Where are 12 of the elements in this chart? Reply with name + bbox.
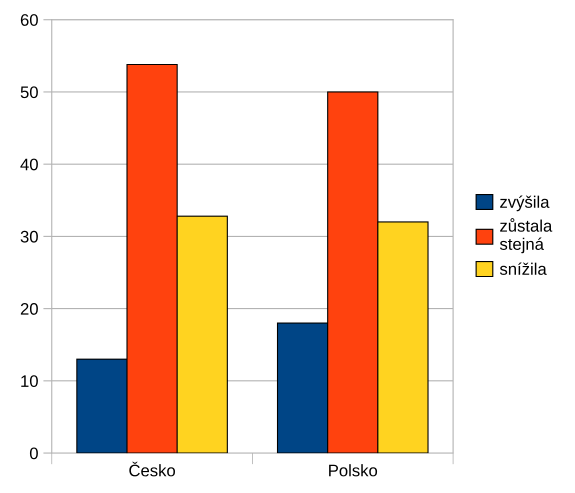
- y-tick-label: 50: [20, 86, 38, 98]
- y-tick-label: 20: [20, 303, 38, 315]
- x-tick-label: Polsko: [329, 464, 378, 476]
- y-tick-label: 40: [20, 158, 38, 170]
- legend-label: zvýšila: [500, 195, 550, 212]
- y-tick-label: 60: [20, 14, 38, 26]
- legend-label: zůstala stejná: [500, 218, 552, 254]
- y-tick-label: 0: [30, 447, 38, 460]
- legend-label: snížila: [500, 262, 547, 275]
- x-tick-label: Česko: [129, 462, 176, 476]
- y-tick-label: 30: [20, 230, 38, 243]
- y-tick-label: 10: [21, 375, 38, 388]
